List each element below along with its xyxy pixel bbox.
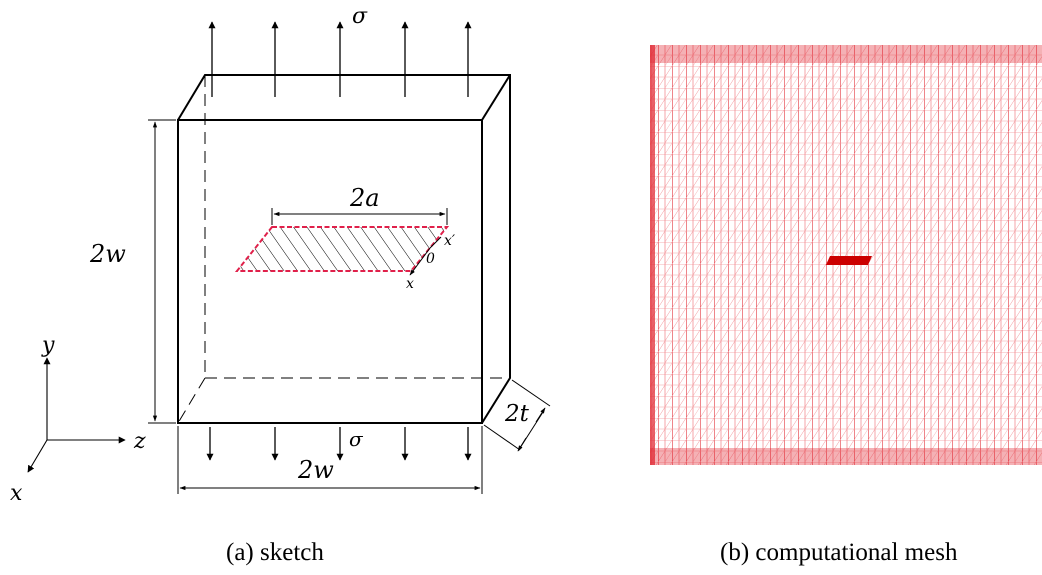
axis-x-label: x	[10, 481, 23, 506]
axis-z-label: z	[133, 429, 146, 454]
plate-box	[177, 74, 511, 424]
mesh-panel: (b) computational mesh	[650, 45, 1042, 566]
mesh-caption: (b) computational mesh	[720, 539, 958, 566]
crack-length-dimension	[271, 208, 448, 225]
top-stress-arrows	[208, 21, 472, 97]
global-axes	[27, 357, 126, 473]
width-dimension	[177, 426, 483, 494]
sigma-top-label: σ	[352, 4, 368, 29]
sigma-bottom-label: σ	[349, 427, 364, 451]
crack-local-axes	[409, 236, 442, 276]
mesh-crack	[826, 256, 872, 265]
crack-origin-label: 0	[426, 251, 435, 267]
crack-axis-x-prime: x′	[444, 233, 456, 249]
height-label: 2w	[89, 240, 126, 268]
width-label: 2w	[297, 456, 334, 484]
mesh-grid	[650, 45, 1042, 465]
crack-axis-x: x	[406, 276, 414, 292]
crack-length-label: 2a	[349, 184, 380, 212]
thickness-label: 2t	[504, 401, 530, 427]
sketch-panel: σ σ 2w 2w	[10, 4, 551, 566]
sketch-caption: (a) sketch	[226, 539, 324, 566]
hidden-edges	[177, 75, 510, 424]
mesh-bottom-band	[650, 448, 1042, 465]
axis-y-label: y	[41, 333, 55, 358]
bottom-stress-arrows	[206, 427, 472, 461]
thickness-dimension	[483, 379, 551, 452]
mesh-top-band	[650, 45, 1042, 63]
crack	[234, 226, 450, 272]
mesh-left-edge	[650, 45, 655, 465]
height-dimension	[148, 119, 176, 424]
